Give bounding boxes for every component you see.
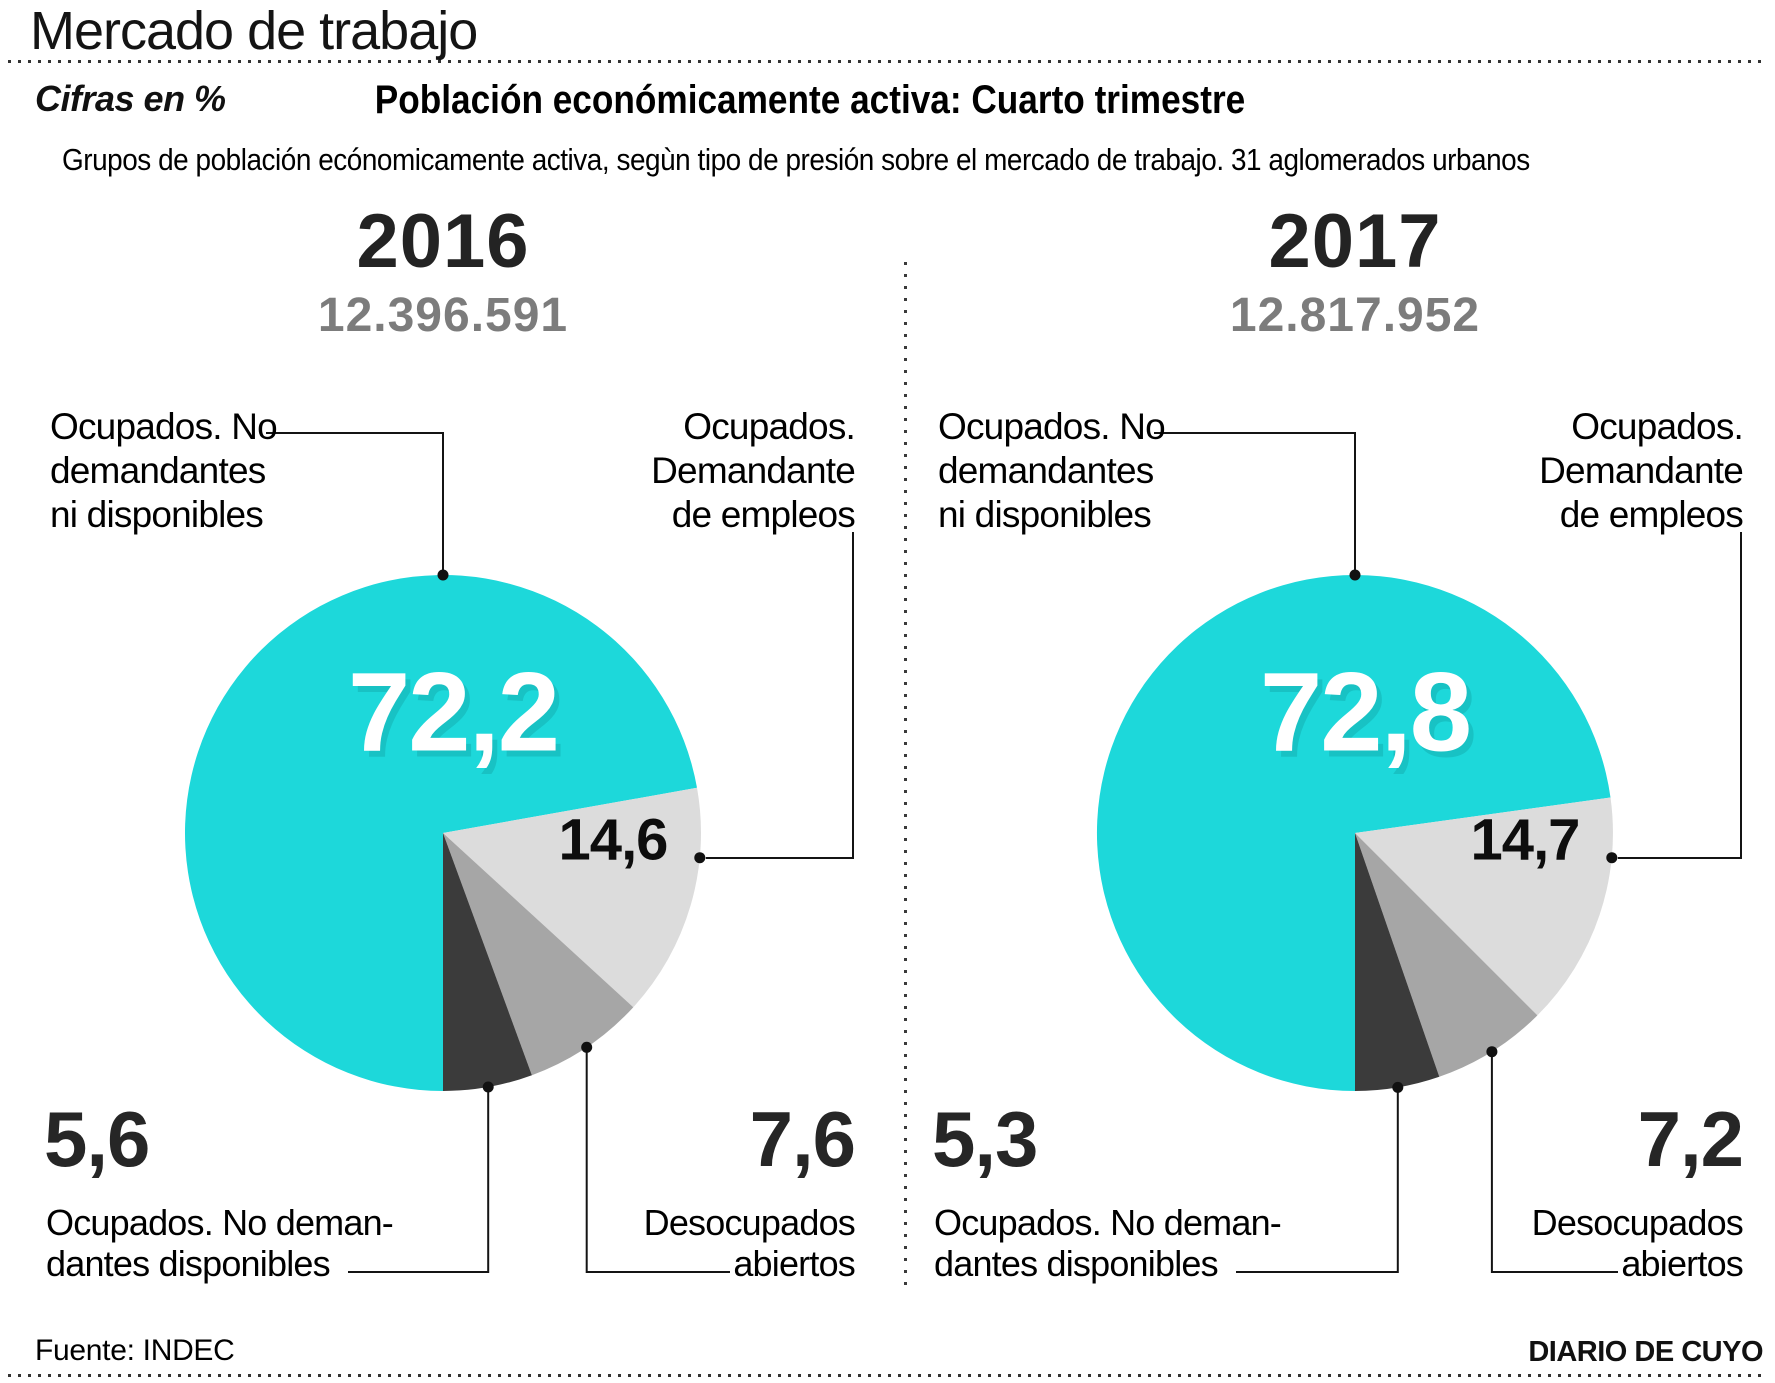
label-line: dantes disponibles <box>934 1243 1219 1284</box>
leader-line <box>705 532 854 859</box>
leader-dot <box>1606 852 1618 864</box>
leader-line <box>1617 532 1742 859</box>
pie-chart-2016 <box>184 432 854 1273</box>
leader-dot <box>1392 1081 1404 1093</box>
label-line: Demandante <box>1539 450 1744 491</box>
label-line: demandantes <box>938 450 1154 491</box>
leader-line <box>266 432 444 575</box>
label-line: dantes disponibles <box>46 1243 331 1284</box>
label-line: Demandante <box>651 450 856 491</box>
slice-value-main: 72,2 <box>348 649 560 775</box>
label-desocupados-abiertos: Desocupados abiertos <box>1531 1202 1744 1284</box>
label-line: ni disponibles <box>938 494 1152 535</box>
units-note: Cifras en % <box>35 78 226 119</box>
leader-line <box>1236 1087 1399 1273</box>
pie-slice-main <box>1096 575 1611 1091</box>
leader-dot <box>1486 1046 1498 1058</box>
leader-line <box>1154 432 1356 575</box>
bottom-dotted-rule <box>8 1374 1767 1377</box>
label-desocupados-abiertos: Desocupados abiertos <box>643 1202 856 1284</box>
label-line: Desocupados <box>643 1202 856 1243</box>
label-line: demandantes <box>50 450 266 491</box>
leader-line <box>348 1087 490 1273</box>
pie-slice-main <box>184 574 697 1091</box>
page-title: Mercado de trabajo <box>30 1 478 61</box>
label-line: Ocupados. No deman- <box>934 1202 1282 1243</box>
pie-slice-medium <box>443 833 634 1076</box>
slice-value-main: 72,8 <box>1260 649 1472 775</box>
label-line: abiertos <box>733 1243 855 1284</box>
pie-chart-2017 <box>1096 432 1742 1273</box>
label-ocupados-no-demandantes-disponibles: Ocupados. No deman- dantes disponibles <box>934 1202 1282 1284</box>
pie-slice-medium <box>1355 833 1538 1077</box>
label-ocupados-no-demandantes-disponibles: Ocupados. No deman- dantes disponibles <box>46 1202 394 1284</box>
pie-slice-light <box>1355 797 1613 1016</box>
label-line: Ocupados. No <box>938 406 1166 447</box>
label-line: de empleos <box>671 494 856 535</box>
total-population: 12.817.952 <box>1229 289 1481 342</box>
pie-slice-dark <box>1355 833 1440 1091</box>
label-line: Ocupados. No <box>50 406 278 447</box>
leader-dot <box>1349 569 1361 581</box>
slice-value-no-demandantes-disponibles: 5,3 <box>932 1095 1038 1183</box>
panel-2016: 2016 12.396.591 Ocupados. No demandantes… <box>0 0 887 1383</box>
label-ocupados-no-demandantes-ni-disponibles: Ocupados. No demandantes ni disponibles <box>938 405 1166 537</box>
leader-line <box>1490 1051 1618 1273</box>
chart-title: Población económicamente activa: Cuarto … <box>374 78 1246 122</box>
panel-2017: 2017 12.817.952 Ocupados. No demandantes… <box>888 0 1775 1383</box>
label-ocupados-demandante-de-empleos: Ocupados. Demandante de empleos <box>1539 405 1744 537</box>
source-credit: Fuente: INDEC <box>35 1334 235 1367</box>
pie-slice-dark <box>443 833 532 1091</box>
slice-value-demandante: 14,6 <box>558 807 669 873</box>
label-line: abiertos <box>1621 1243 1743 1284</box>
slice-value-desocupados: 7,2 <box>1637 1095 1744 1183</box>
year-heading: 2016 <box>356 199 530 284</box>
label-line: Desocupados <box>1531 1202 1744 1243</box>
label-ocupados-no-demandantes-ni-disponibles: Ocupados. No demandantes ni disponibles <box>50 405 278 537</box>
leader-dot <box>482 1081 494 1093</box>
label-line: de empleos <box>1559 494 1744 535</box>
slice-value-desocupados: 7,6 <box>749 1095 856 1183</box>
chart-subtitle: Grupos de población ecónomicamente activ… <box>62 142 1530 177</box>
year-heading: 2017 <box>1268 199 1442 284</box>
slice-value-no-demandantes-disponibles: 5,6 <box>44 1095 150 1183</box>
leader-dot <box>694 852 706 864</box>
column-divider-dotted <box>904 262 907 1285</box>
label-ocupados-demandante-de-empleos: Ocupados. Demandante de empleos <box>651 405 856 537</box>
publisher-credit: DIARIO DE CUYO <box>1528 1336 1763 1368</box>
leader-dot <box>437 569 449 581</box>
leader-line <box>585 1047 730 1273</box>
label-line: ni disponibles <box>50 494 264 535</box>
leader-dot <box>581 1041 593 1053</box>
label-line: Ocupados. <box>683 406 856 447</box>
slice-value-demandante: 14,7 <box>1470 807 1581 873</box>
label-line: Ocupados. <box>1571 406 1744 447</box>
label-line: Ocupados. No deman- <box>46 1202 394 1243</box>
total-population: 12.396.591 <box>317 289 569 342</box>
pie-slice-light <box>443 787 701 1008</box>
top-dotted-rule <box>8 60 1767 63</box>
